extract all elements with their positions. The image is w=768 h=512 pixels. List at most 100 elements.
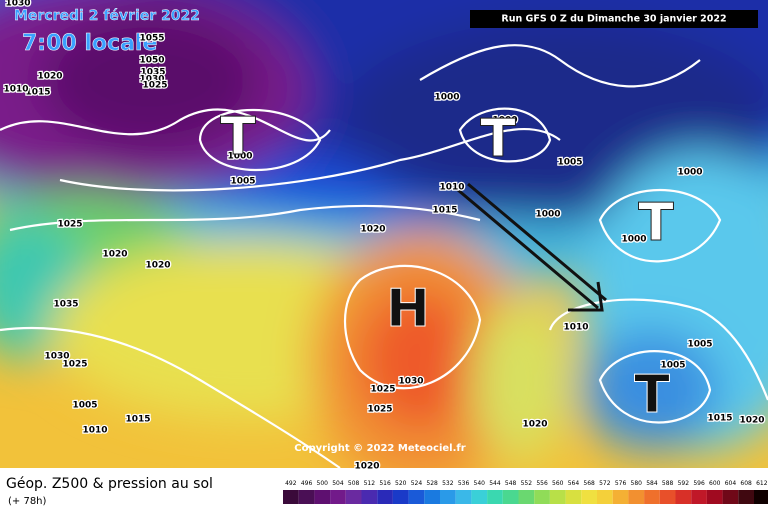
isobar-label: 1005 bbox=[660, 361, 685, 371]
scale-label: 568 bbox=[583, 480, 595, 487]
scale-swatch bbox=[549, 490, 566, 504]
scale-swatch bbox=[424, 490, 440, 504]
isobar-label: 1035 bbox=[140, 68, 165, 78]
scale-label: 564 bbox=[568, 480, 580, 487]
scale-swatch bbox=[471, 490, 488, 504]
scale-swatch bbox=[345, 490, 362, 504]
scale-swatch bbox=[628, 490, 645, 504]
isobar-label: 1020 bbox=[37, 72, 62, 82]
isobar-label: 1000 bbox=[492, 116, 517, 126]
scale-swatch bbox=[518, 490, 535, 504]
scale-swatch bbox=[675, 490, 692, 504]
scale-label: 576 bbox=[615, 480, 627, 487]
isobar-label: 1030 bbox=[398, 377, 423, 387]
scale-label: 524 bbox=[411, 480, 423, 487]
isobar-label: 1000 bbox=[227, 152, 252, 162]
scale-label: 572 bbox=[599, 480, 611, 487]
scale-label: 540 bbox=[474, 480, 486, 487]
pressure-center: T bbox=[634, 365, 670, 425]
isobar-label: 1005 bbox=[557, 158, 582, 168]
pressure-center: H bbox=[386, 279, 430, 339]
isobar-label: 1025 bbox=[62, 360, 87, 370]
scale-label: 512 bbox=[364, 480, 376, 487]
scale-label: 504 bbox=[332, 480, 344, 487]
scale-swatch bbox=[408, 490, 425, 504]
run-label: Run GFS 0 Z du Dimanche 30 janvier 2022 bbox=[501, 14, 726, 25]
date-label: Mercredi 2 février 2022 bbox=[14, 8, 200, 24]
isobar-label: 1020 bbox=[354, 462, 379, 472]
isobar-label: 1020 bbox=[522, 420, 547, 430]
legend-title: Géop. Z500 & pression au sol bbox=[6, 476, 213, 492]
isobar-label: 1015 bbox=[432, 206, 457, 216]
scale-swatch bbox=[691, 490, 707, 504]
scale-swatch bbox=[722, 490, 739, 504]
isobar-label: 1035 bbox=[53, 300, 78, 310]
scale-swatch bbox=[659, 490, 676, 504]
scale-swatch bbox=[597, 490, 613, 504]
scale-swatch bbox=[644, 490, 660, 504]
scale-label: 532 bbox=[442, 480, 454, 487]
isobar-label: 1000 bbox=[677, 168, 702, 178]
field bbox=[0, 0, 768, 468]
scale-label: 548 bbox=[505, 480, 517, 487]
scale-label: 588 bbox=[662, 480, 674, 487]
isobar-label: 1020 bbox=[102, 250, 127, 260]
legend-lead: (+ 78h) bbox=[8, 496, 47, 507]
run-box bbox=[470, 10, 758, 28]
scale-label: 604 bbox=[725, 480, 737, 487]
scale-swatch bbox=[502, 490, 519, 504]
isobar-label: 1025 bbox=[370, 385, 395, 395]
scale-label: 536 bbox=[458, 480, 470, 487]
isobar-label: 1030 bbox=[44, 352, 69, 362]
scale-swatch bbox=[738, 490, 754, 504]
isobar-label: 1005 bbox=[230, 177, 255, 187]
isobar-label: 1015 bbox=[125, 415, 150, 425]
scale-label: 584 bbox=[646, 480, 658, 487]
pressure-center: T bbox=[480, 109, 516, 169]
isobar-label: 1050 bbox=[139, 56, 164, 66]
isobar-label: 1020 bbox=[739, 416, 764, 426]
scale-label: 560 bbox=[552, 480, 564, 487]
isobar-label: 1030 bbox=[5, 0, 30, 9]
scale-swatch bbox=[706, 490, 723, 504]
isobar-label: 1010 bbox=[82, 426, 107, 436]
scale-swatch bbox=[298, 490, 315, 504]
scale-label: 516 bbox=[379, 480, 391, 487]
scale-label: 580 bbox=[631, 480, 643, 487]
scale-label: 552 bbox=[521, 480, 533, 487]
copyright: Copyright © 2022 Meteociel.fr bbox=[294, 443, 465, 454]
scale-label: 492 bbox=[285, 480, 297, 487]
scale-label: 556 bbox=[536, 480, 548, 487]
scale-swatch bbox=[314, 490, 331, 504]
scale-swatch bbox=[612, 490, 629, 504]
scale-swatch bbox=[487, 490, 503, 504]
isobar-label: 1020 bbox=[145, 261, 170, 271]
isobar-label: 1020 bbox=[360, 225, 385, 235]
isobar-label: 1025 bbox=[367, 405, 392, 415]
isobar-label: 1000 bbox=[434, 93, 459, 103]
scale-label: 608 bbox=[740, 480, 752, 487]
scale-swatch bbox=[455, 490, 472, 504]
isobar-label: 1025 bbox=[142, 81, 167, 91]
pressure-center: T bbox=[638, 193, 674, 253]
scale-swatch bbox=[361, 490, 378, 504]
scale-swatch bbox=[581, 490, 597, 504]
scale-label: 528 bbox=[426, 480, 438, 487]
scale-label: 496 bbox=[301, 480, 313, 487]
scale-label: 600 bbox=[709, 480, 721, 487]
isobar-label: 1000 bbox=[621, 235, 646, 245]
isobar-label: 1010 bbox=[563, 323, 588, 333]
trajectory-arrow bbox=[457, 182, 607, 312]
isobar-label: 1000 bbox=[535, 210, 560, 220]
time-label: 7:00 locale bbox=[22, 31, 157, 56]
scale-swatch bbox=[534, 490, 550, 504]
isobar-label: 1005 bbox=[72, 401, 97, 411]
pressure-center: T bbox=[220, 107, 256, 167]
isobar-label: 1005 bbox=[687, 340, 712, 350]
scale-label: 500 bbox=[317, 480, 329, 487]
scale-swatch bbox=[377, 490, 393, 504]
scale-label: 520 bbox=[395, 480, 407, 487]
scale-swatch bbox=[283, 490, 299, 504]
